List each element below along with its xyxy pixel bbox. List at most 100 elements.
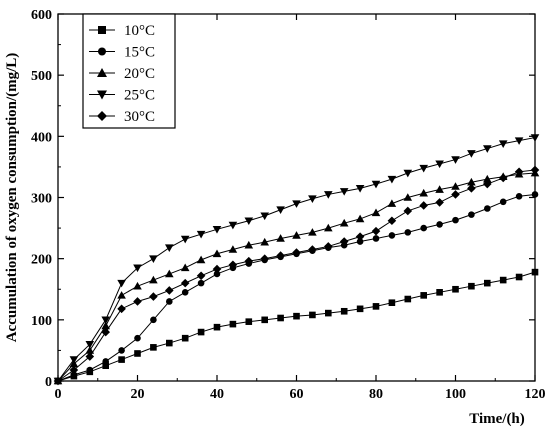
data-point <box>372 235 380 242</box>
legend-label: 10°C <box>124 23 155 39</box>
data-point <box>419 201 428 210</box>
data-point <box>484 205 491 212</box>
data-point <box>371 226 381 236</box>
data-point <box>484 279 491 287</box>
data-point <box>355 214 365 223</box>
data-point <box>404 229 412 236</box>
data-point <box>499 276 507 284</box>
data-point <box>530 134 540 142</box>
data-point <box>468 211 475 218</box>
data-point <box>371 208 381 217</box>
data-point <box>498 140 508 148</box>
data-point <box>468 282 475 290</box>
data-point <box>181 334 189 342</box>
legend-marker <box>98 26 106 34</box>
x-tick-label: 100 <box>445 387 466 402</box>
data-point <box>388 299 396 307</box>
data-point <box>70 371 78 379</box>
data-point <box>149 275 158 284</box>
data-point <box>197 279 205 287</box>
data-point <box>355 185 365 193</box>
data-point <box>118 356 125 363</box>
legend-label: 25°C <box>124 88 155 104</box>
data-point <box>387 199 397 207</box>
data-point <box>260 237 269 246</box>
data-point <box>403 169 413 178</box>
x-axis-title: Time/(h) <box>469 411 525 427</box>
data-point <box>277 314 284 322</box>
data-point <box>101 327 110 337</box>
data-point <box>260 254 269 263</box>
legend-marker <box>97 111 107 121</box>
data-point <box>530 165 540 175</box>
data-point <box>196 271 206 281</box>
data-point <box>515 273 523 281</box>
data-point <box>467 150 476 158</box>
data-point <box>403 206 413 216</box>
data-point <box>404 295 412 303</box>
y-tick-label: 500 <box>31 69 52 84</box>
data-point <box>309 311 316 319</box>
data-point <box>514 137 524 145</box>
series-line <box>57 271 536 382</box>
x-tick-label: 20 <box>131 387 145 402</box>
data-point <box>180 263 190 272</box>
legend-label: 20°C <box>124 66 155 82</box>
data-point <box>292 200 301 208</box>
data-point <box>452 285 459 293</box>
data-point <box>292 231 301 239</box>
legend-label: 30°C <box>124 109 155 125</box>
data-point <box>436 289 443 296</box>
data-point <box>467 177 476 186</box>
data-point <box>86 366 94 374</box>
data-point <box>102 358 109 365</box>
y-tick-label: 300 <box>31 192 52 207</box>
data-point <box>165 269 174 278</box>
data-point <box>435 160 444 169</box>
data-point <box>149 292 158 301</box>
data-point <box>499 198 507 206</box>
data-point <box>101 316 110 325</box>
legend-marker <box>97 68 107 77</box>
data-point <box>244 240 254 249</box>
data-point <box>229 320 237 328</box>
data-point <box>531 268 539 276</box>
data-point <box>245 318 253 325</box>
data-point <box>435 185 444 193</box>
data-point <box>244 256 254 266</box>
data-point <box>180 235 190 244</box>
data-point <box>150 316 157 324</box>
data-point <box>308 245 317 254</box>
data-point <box>133 264 142 273</box>
x-tick-label: 40 <box>210 387 224 402</box>
data-point <box>101 321 110 330</box>
legend-marker <box>97 90 107 100</box>
data-point <box>308 195 317 204</box>
data-point <box>102 362 109 370</box>
data-point <box>483 145 492 153</box>
data-point <box>483 174 492 183</box>
data-point <box>292 248 301 257</box>
data-point <box>324 242 333 251</box>
series-25C-group <box>53 134 540 386</box>
data-point <box>149 255 158 263</box>
data-point <box>419 188 428 197</box>
data-point <box>339 237 349 246</box>
data-point <box>451 182 460 190</box>
data-point <box>451 156 460 164</box>
data-point <box>372 303 380 310</box>
data-point <box>387 175 397 184</box>
data-point <box>420 224 428 232</box>
data-point <box>117 304 126 314</box>
data-point <box>213 270 221 278</box>
data-point <box>371 180 381 189</box>
data-point <box>467 184 476 193</box>
data-point <box>514 167 524 177</box>
data-point <box>134 350 141 357</box>
data-point <box>276 206 285 215</box>
data-point <box>436 221 443 228</box>
data-point <box>261 316 268 324</box>
data-point <box>420 292 427 299</box>
data-point <box>165 244 174 252</box>
